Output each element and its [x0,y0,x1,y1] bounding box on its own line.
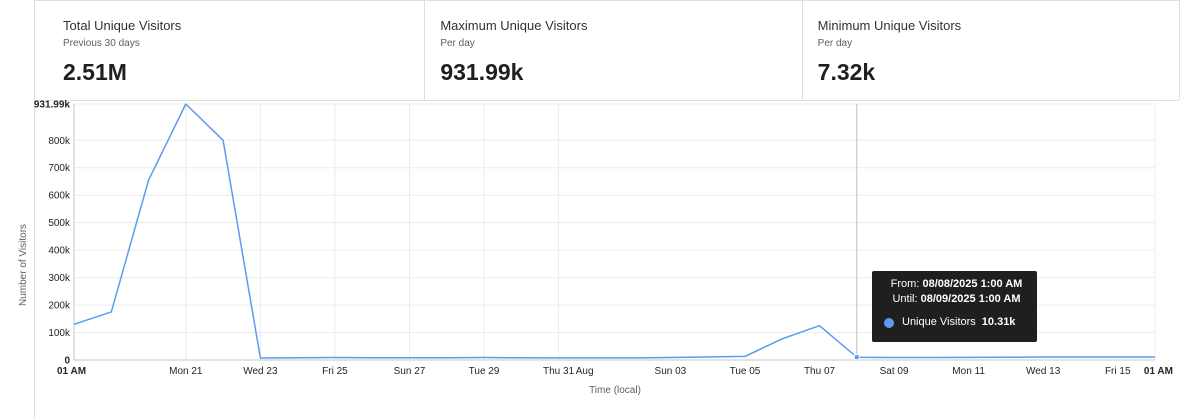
x-tick-label: Wed 13 [1026,366,1061,377]
y-tick-label: 200k [48,301,71,312]
left-frame-border [34,0,35,418]
x-tick-label: Mon 11 [952,366,985,377]
y-tick-label: 100k [48,328,71,339]
x-tick-label: Sat 09 [880,366,909,377]
x-tick-label: Fri 25 [322,366,348,377]
x-tick-label: 01 AM [1144,366,1173,377]
kpi-card-maximum: Maximum Unique Visitors Per day 931.99k [424,1,801,100]
kpi-card-minimum: Minimum Unique Visitors Per day 7.32k [801,1,1179,100]
right-frame-border [1179,0,1180,100]
series-group[interactable] [73,103,1155,361]
y-tick-label: 0 [64,356,70,367]
tooltip-from-value: 08/08/2025 1:00 AM [922,278,1023,290]
x-tick-label: Aug [576,366,594,377]
kpi-title: Total Unique Visitors [63,18,182,33]
tooltip-from-line: From: 08/08/2025 1:00 AM [884,277,1029,292]
tooltip-until-line: Until: 08/09/2025 1:00 AM [884,292,1029,307]
top-border [34,0,1180,1]
y-tick-label: 300k [48,273,71,284]
series-color-dot-icon [884,317,894,328]
y-tick-label: 500k [48,218,71,229]
visitors-line-chart[interactable]: 0 100k 200k 300k 400k 500k 600k 700k 800k 931.99k… [0,95,1200,418]
tooltip-until-label: Until: [892,293,918,305]
kpi-title: Maximum Unique Visitors [440,18,588,33]
y-tick-label: 800k [48,136,71,147]
x-tick-label: Thu 31 [543,366,575,377]
kpi-subtitle: Per day [440,38,475,49]
y-tick-label: 931.99k [34,100,71,111]
kpi-value: 7.32k [817,59,876,85]
x-tick-label: Mon 21 [169,366,203,377]
chart-gridlines [73,103,1156,361]
kpi-value: 2.51M [63,59,127,85]
y-axis-label: Number of Visitors [18,224,29,306]
highlighted-data-point[interactable] [853,354,860,361]
x-axis-ticks: 01 AM Mon 21 Wed 23 Fri 25 Sun 27 Tue 29 Thu 3… [57,366,1173,377]
tooltip-series-name: Unique Visitors [902,316,976,328]
kpi-subtitle: Per day [817,38,853,49]
x-tick-label: Sun 27 [394,366,426,377]
tooltip-until-value: 08/09/2025 1:00 AM [920,293,1021,305]
data-point-tooltip: From: 08/08/2025 1:00 AM Until: 08/09/20… [872,271,1037,342]
x-tick-label: Wed 23 [243,366,278,377]
y-tick-label: 400k [48,246,71,257]
x-axis-label: Time (local) [589,385,641,396]
kpi-value: 931.99k [440,59,524,85]
x-tick-label: Thu 07 [804,366,836,377]
x-tick-label: 01 AM [57,366,86,377]
y-tick-label: 600k [48,191,71,202]
tooltip-series-row: Unique Visitors 10.31k [884,315,1029,330]
tooltip-series-value: 10.31k [981,316,1016,328]
x-tick-label: Tue 29 [469,366,500,377]
kpi-row: Total Unique Visitors Previous 30 days 2… [35,1,1179,101]
x-tick-label: Tue 05 [730,366,761,377]
y-axis-ticks: 0 100k 200k 300k 400k 500k 600k 700k 800k 931.99k [34,100,71,367]
series-line-unique-visitors[interactable] [73,103,1155,359]
kpi-subtitle: Previous 30 days [63,38,140,49]
x-tick-label: Fri 15 [1105,366,1131,377]
y-tick-label: 700k [48,163,71,174]
x-tick-label: Sun 03 [655,366,687,377]
kpi-title: Minimum Unique Visitors [817,18,962,33]
kpi-card-total: Total Unique Visitors Previous 30 days 2… [35,1,424,100]
tooltip-from-label: From: [890,278,920,290]
